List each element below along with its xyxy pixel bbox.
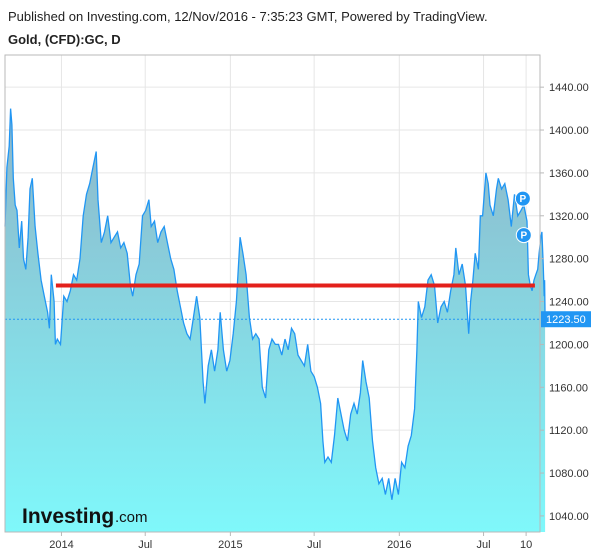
published-info: Published on Investing.com, 12/Nov/2016 … [8,9,488,24]
x-tick-label: Jul [477,539,491,551]
y-tick-label: 1440.00 [549,82,589,94]
event-marker [515,227,532,244]
price-area-fill [5,108,546,532]
y-tick-label: 1040.00 [549,511,589,523]
y-tick-label: 1080.00 [549,468,589,480]
logo-suffix: .com [115,509,148,526]
symbol-title: Gold, (CFD):GC, D [8,32,121,47]
y-axis: 1040.00 1080.00 1120.00 1160.00 1200.00 1240.… [540,82,589,523]
event-marker-label: P [520,231,527,242]
y-tick-label: 1200.00 [549,339,589,351]
price-line [4,108,546,500]
current-price-tag-background [541,311,591,328]
current-price-tag: 1223.50 [541,311,591,328]
event-marker [514,190,531,207]
current-price-label: 1223.50 [546,314,586,326]
x-tick-label: Jul [138,539,152,551]
investing-logo: Investing .com [22,505,148,528]
y-tick-label: 1320.00 [549,211,589,223]
y-tick-label: 1360.00 [549,168,589,180]
y-tick-label: 1160.00 [549,382,588,394]
plot-border [4,54,541,533]
event-markers: PP [514,190,532,244]
x-tick-label: Jul [307,539,321,551]
y-tick-label: 1400.00 [549,125,589,137]
logo-wordmark: Investing [22,505,114,528]
x-tick-label: 2015 [218,539,242,551]
x-axis: 2014 Jul 2015 Jul 2016 Jul 10 [49,532,532,551]
y-tick-label: 1120.00 [549,425,588,437]
x-tick-label: 2014 [49,539,73,551]
event-marker-label: P [520,194,527,205]
y-tick-label: 1280.00 [549,254,589,266]
x-tick-label: 2016 [387,539,411,551]
y-tick-label: 1240.00 [549,297,589,309]
x-tick-label: 10 [520,539,532,551]
